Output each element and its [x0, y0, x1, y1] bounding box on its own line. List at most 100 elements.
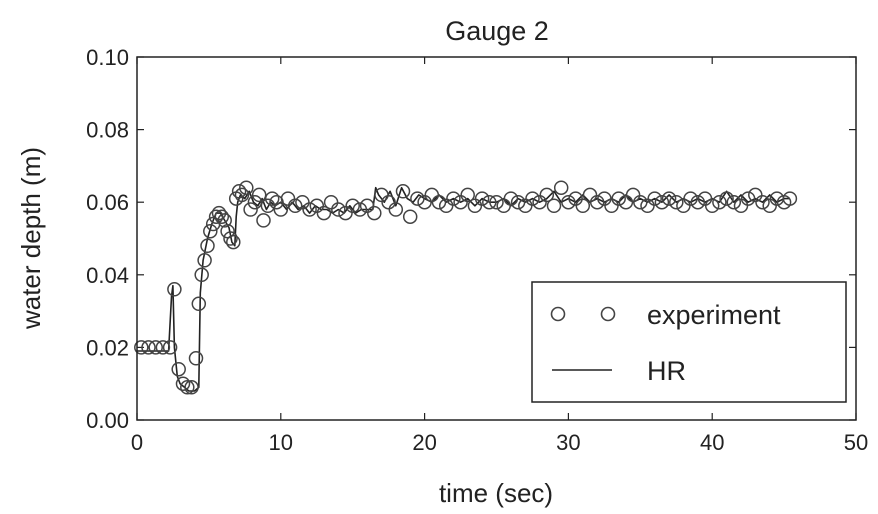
experiment-point: [203, 223, 218, 239]
experiment-point: [260, 198, 276, 214]
experiment-point: [474, 191, 490, 206]
experiment-point: [352, 202, 368, 217]
experiment-point: [345, 198, 360, 214]
experiment-point: [604, 198, 619, 214]
experiment-point: [496, 198, 511, 214]
experiment-point: [184, 380, 199, 395]
legend-box: [531, 281, 847, 403]
experiment-point: [188, 351, 204, 366]
experiment-point: [503, 191, 519, 206]
experiment-point: [331, 202, 346, 217]
experiment-point: [410, 191, 425, 206]
experiment-point: [704, 198, 720, 214]
experiment-point: [654, 194, 670, 210]
experiment-point: [167, 282, 182, 297]
y-tick-label: 0.04: [86, 263, 129, 288]
experiment-point: [575, 198, 591, 214]
experiment-point: [251, 187, 267, 203]
experiment-point: [733, 198, 749, 214]
experiment-point: [553, 180, 569, 195]
experiment-point: [460, 187, 475, 203]
experiment-point: [302, 202, 317, 217]
experiment-point: [518, 198, 533, 214]
experiment-point: [525, 191, 540, 206]
y-tick-label: 0.08: [86, 118, 129, 143]
axis-ticks: 0 10 20 30 40 50 0.00 0.02 0.04 0.06 0.08 0.10: [86, 45, 868, 455]
experiment-point: [194, 267, 209, 283]
experiment-point: [561, 194, 576, 210]
experiment-point: [338, 205, 353, 221]
experiment-point: [287, 198, 303, 214]
experiment-point: [234, 187, 250, 203]
x-tick-label: 0: [131, 430, 143, 455]
experiment-point: [280, 191, 296, 206]
x-axis-label: time (sec): [439, 478, 553, 508]
experiment-point: [395, 184, 411, 199]
experiment-point: [417, 194, 432, 210]
experiment-point: [316, 205, 332, 221]
experiment-point: [323, 194, 339, 210]
experiment-point: [424, 187, 440, 203]
x-tick-label: 50: [844, 430, 868, 455]
experiment-point: [214, 209, 230, 224]
experiment-point: [134, 340, 149, 355]
experiment-point: [239, 180, 254, 195]
experiment-point: [226, 234, 241, 250]
experiment-point: [683, 191, 698, 206]
legend-hr-label: HR: [647, 356, 686, 386]
legend: experiment HR: [531, 281, 847, 403]
experiment-point: [446, 191, 461, 206]
experiment-point: [247, 194, 263, 210]
experiment-point: [171, 361, 186, 377]
experiment-point: [402, 209, 418, 224]
y-axis-label: water depth (m): [16, 147, 46, 330]
experiment-point: [690, 194, 706, 210]
y-tick-label: 0.10: [86, 45, 129, 70]
experiment-point: [243, 202, 258, 217]
experiment-point: [162, 340, 178, 355]
y-tick-label: 0.06: [86, 190, 129, 215]
experiment-point: [431, 194, 447, 210]
x-tick-label: 10: [269, 430, 293, 455]
experiment-point: [223, 231, 238, 246]
experiment-point: [740, 191, 756, 206]
experiment-point: [719, 191, 734, 206]
x-tick-label: 40: [700, 430, 724, 455]
experiment-point: [482, 194, 497, 210]
experiment-point: [647, 191, 662, 206]
experiment-point: [582, 187, 598, 203]
experiment-point: [726, 194, 742, 210]
experiment-point: [367, 205, 382, 221]
experiment-point: [597, 191, 612, 206]
legend-experiment-marker: [550, 306, 566, 322]
experiment-point: [782, 191, 798, 206]
experiment-point: [273, 202, 289, 217]
experiment-point: [510, 194, 526, 210]
experiment-point: [359, 198, 375, 214]
experiment-point: [141, 340, 156, 355]
experiment-point: [712, 194, 727, 210]
experiment-point: [388, 202, 404, 217]
experiment-point: [589, 194, 605, 210]
experiment-series: [134, 180, 798, 395]
experiment-point: [175, 376, 191, 391]
experiment-point: [755, 194, 770, 210]
experiment-point: [640, 198, 655, 214]
experiment-point: [762, 198, 777, 214]
y-tick-label: 0.00: [86, 408, 129, 433]
experiment-point: [264, 191, 280, 206]
experiment-point: [633, 194, 648, 210]
experiment-point: [625, 187, 641, 203]
plot-frame: [136, 56, 857, 421]
x-tick-label: 30: [556, 430, 580, 455]
experiment-point: [155, 340, 171, 355]
experiment-point: [539, 187, 555, 203]
experiment-point: [611, 191, 626, 206]
experiment-point: [180, 380, 195, 395]
experiment-point: [489, 194, 504, 210]
experiment-point: [197, 253, 212, 268]
experiment-point: [208, 209, 224, 224]
experiment-point: [661, 191, 677, 206]
chart-title: Gauge 2: [445, 16, 549, 46]
